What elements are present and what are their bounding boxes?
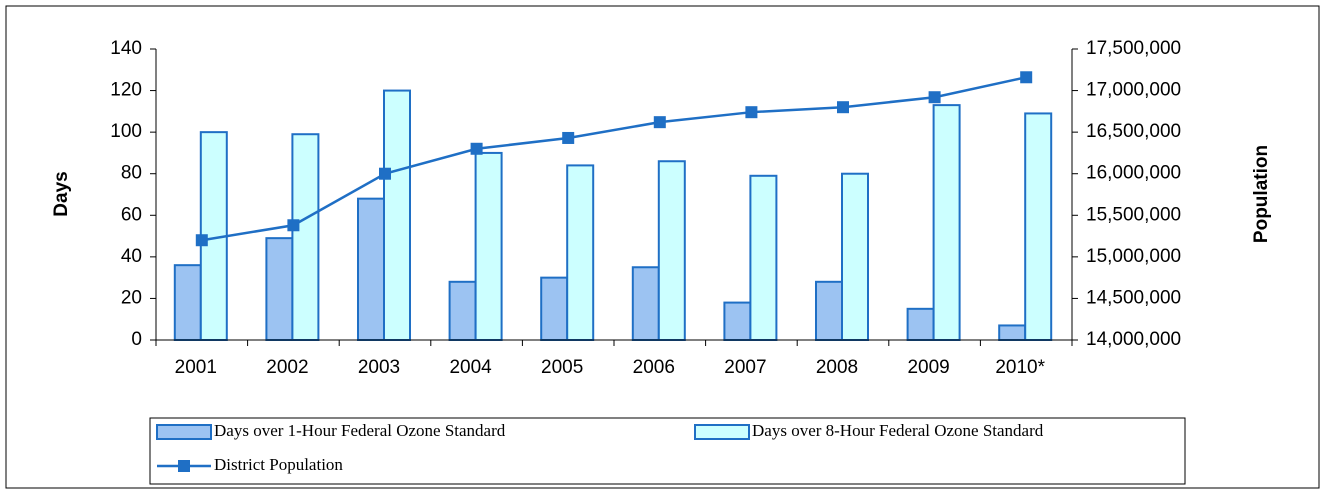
bar (815, 280, 843, 341)
bar (448, 280, 477, 341)
legend-label: Days over 1-Hour Federal Ozone Standard (214, 421, 506, 440)
legend-box (149, 417, 1186, 485)
bar (566, 164, 595, 341)
line-marker (470, 142, 483, 155)
x-tick-label: 2004 (449, 357, 492, 378)
x-tick-label: 2008 (816, 357, 858, 378)
bar (173, 264, 202, 341)
bar (383, 89, 411, 341)
y-tick-label: 40 (121, 246, 142, 267)
line-marker (379, 167, 391, 180)
bar (540, 276, 569, 341)
line-marker (562, 131, 575, 144)
x-tick-label: 2007 (724, 357, 766, 378)
line-marker (837, 101, 849, 114)
y2-tick-label: 16,000,000 (1086, 163, 1181, 184)
bar (749, 174, 778, 341)
bar (291, 133, 320, 341)
bar (357, 197, 385, 341)
x-tick-label: 2003 (358, 357, 400, 378)
y-tick-label: 60 (121, 204, 142, 225)
y-tick-label: 0 (131, 329, 142, 350)
bar (657, 160, 686, 341)
y2-tick-label: 17,500,000 (1086, 38, 1181, 59)
legend-swatch (178, 460, 190, 472)
bar (1024, 112, 1053, 341)
y2-axis-title: Population (1251, 145, 1272, 243)
y2-tick-label: 16,500,000 (1086, 121, 1181, 142)
bar (631, 266, 660, 341)
y-tick-label: 100 (110, 121, 142, 142)
legend-label: District Population (214, 455, 343, 474)
y2-tick-label: 17,000,000 (1086, 80, 1181, 101)
bar (932, 104, 961, 341)
y-tick-label: 120 (110, 80, 142, 101)
bar (841, 172, 869, 341)
y2-tick-label: 15,000,000 (1086, 246, 1181, 267)
y-tick-label: 80 (121, 163, 142, 184)
x-tick-label: 2002 (266, 357, 308, 378)
line-marker (653, 116, 666, 129)
line-marker (1020, 71, 1033, 84)
line-marker (928, 91, 941, 104)
x-tick-label: 2009 (907, 357, 949, 378)
bar (474, 151, 503, 341)
population-line (201, 76, 1027, 242)
bar (723, 301, 752, 342)
legend-swatch (694, 424, 750, 440)
legend-swatch (156, 424, 212, 440)
line-marker (745, 106, 758, 119)
y2-tick-label: 14,500,000 (1086, 287, 1181, 308)
y-tick-label: 140 (110, 38, 142, 59)
y-tick-label: 20 (121, 287, 142, 308)
y-axis-title: Days (51, 171, 72, 216)
x-tick-label: 2005 (541, 357, 583, 378)
chart-frame (5, 5, 1320, 489)
bar (906, 307, 935, 342)
x-tick-label: 2006 (633, 357, 675, 378)
line-marker (287, 219, 300, 232)
y2-tick-label: 14,000,000 (1086, 329, 1181, 350)
bar (265, 237, 294, 341)
x-tick-label: 2010* (995, 357, 1045, 378)
y2-tick-label: 15,500,000 (1086, 204, 1181, 225)
legend-label: Days over 8-Hour Federal Ozone Standard (752, 421, 1044, 440)
x-tick-label: 2001 (175, 357, 217, 378)
line-marker (195, 234, 208, 247)
bar (998, 324, 1027, 342)
